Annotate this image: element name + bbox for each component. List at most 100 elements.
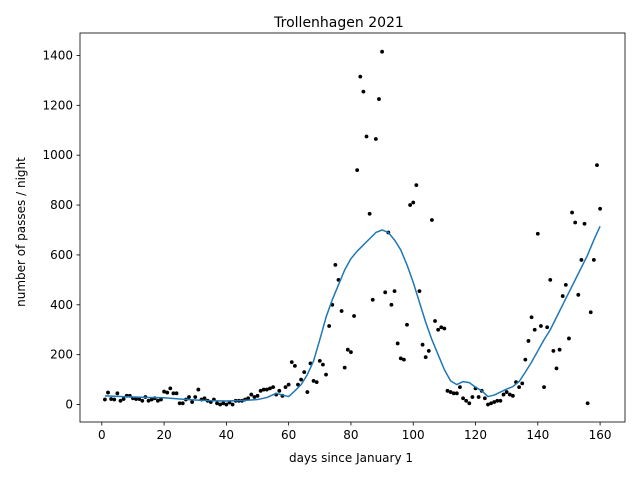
data-point <box>423 355 428 360</box>
data-point <box>355 168 360 173</box>
data-point <box>377 97 381 101</box>
data-point <box>517 385 522 389</box>
x-tick-label: 160 <box>589 428 612 442</box>
data-point <box>317 359 322 363</box>
data-point <box>560 294 565 298</box>
data-point <box>286 382 291 387</box>
data-point <box>196 387 201 392</box>
data-point <box>302 370 307 375</box>
data-point <box>436 327 441 332</box>
data-point <box>383 290 388 295</box>
data-point <box>171 391 176 396</box>
data-point <box>268 386 272 391</box>
data-point <box>411 200 416 205</box>
plot-area <box>103 49 602 407</box>
data-point <box>510 393 515 398</box>
data-point <box>467 401 472 406</box>
data-point <box>358 74 363 79</box>
data-point <box>461 396 465 401</box>
data-point <box>570 210 574 215</box>
data-point <box>595 163 599 168</box>
data-point <box>187 395 191 399</box>
data-point <box>442 326 447 331</box>
data-point <box>492 400 497 404</box>
data-point <box>389 302 394 307</box>
data-point <box>520 381 525 386</box>
data-point <box>476 395 481 399</box>
data-point <box>292 363 297 368</box>
data-point <box>296 382 300 387</box>
x-tick-label: 20 <box>156 428 171 442</box>
data-point <box>305 390 310 394</box>
data-point <box>140 398 145 403</box>
data-point <box>532 327 537 332</box>
data-point <box>426 349 431 353</box>
data-point <box>109 397 114 401</box>
data-point <box>408 203 413 207</box>
data-point <box>106 390 110 395</box>
y-tick-label: 1000 <box>42 148 73 162</box>
data-point <box>567 336 571 341</box>
data-point <box>230 402 235 407</box>
data-point <box>367 211 372 216</box>
data-point <box>542 385 546 389</box>
data-point <box>249 392 254 397</box>
data-point <box>451 391 456 396</box>
data-point <box>548 277 553 282</box>
data-point <box>579 258 584 262</box>
data-point <box>155 398 160 403</box>
x-tick-label: 0 <box>98 428 106 442</box>
data-point <box>134 397 138 401</box>
data-point <box>333 263 338 267</box>
data-point <box>258 388 263 393</box>
data-point <box>255 393 260 398</box>
data-point <box>573 220 578 225</box>
axes: 0 20 40 60 80 100 120 140 160 0 200 400 600 800 1000 12… <box>42 32 626 442</box>
data-point <box>299 377 304 382</box>
data-point <box>398 356 403 361</box>
plot-frame <box>79 32 626 423</box>
data-point <box>327 324 332 328</box>
data-point <box>202 396 207 401</box>
data-point <box>221 401 226 406</box>
data-point <box>482 396 487 401</box>
data-point <box>177 401 182 406</box>
data-point <box>529 315 534 320</box>
data-point <box>271 385 275 389</box>
y-axis-label: number of passes / night <box>14 157 28 307</box>
y-tick-label: 1200 <box>42 98 73 112</box>
data-point <box>149 397 154 402</box>
data-point <box>598 206 602 211</box>
data-point <box>162 389 166 394</box>
data-point <box>321 362 325 367</box>
data-point <box>588 310 593 315</box>
x-tick-label: 40 <box>219 428 234 442</box>
data-point <box>417 289 422 293</box>
data-point <box>591 258 596 262</box>
data-point <box>252 395 257 399</box>
data-point <box>430 218 434 222</box>
data-point <box>339 309 344 313</box>
data-point <box>289 360 294 365</box>
data-point <box>314 380 319 384</box>
data-point <box>218 402 223 407</box>
data-point <box>495 398 500 403</box>
data-point <box>118 398 123 403</box>
data-point <box>445 388 450 393</box>
y-tick-label: 800 <box>50 198 73 212</box>
data-point <box>174 391 179 396</box>
data-point <box>168 386 173 391</box>
data-point <box>448 390 453 394</box>
data-point <box>464 398 469 403</box>
data-point <box>277 388 282 393</box>
data-point <box>504 390 509 394</box>
data-point <box>264 387 269 392</box>
data-point <box>526 339 531 343</box>
data-point <box>539 324 543 328</box>
data-point <box>215 401 219 406</box>
data-point <box>345 347 350 352</box>
data-point <box>364 134 369 139</box>
data-point <box>190 400 195 404</box>
data-point <box>576 292 581 297</box>
